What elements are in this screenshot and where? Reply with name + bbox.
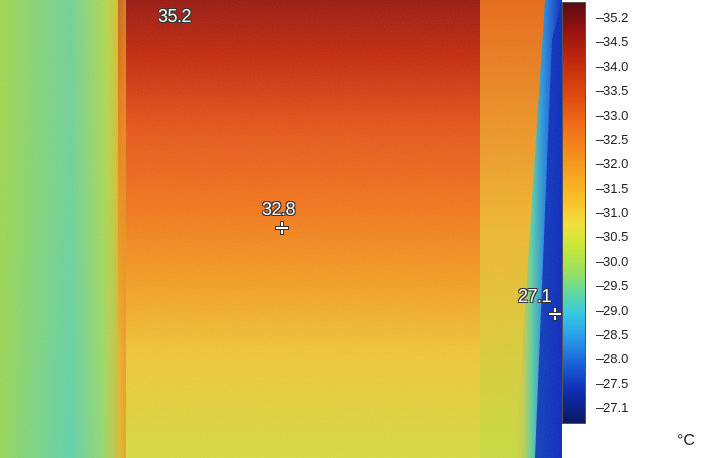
- hot-spot-label: 35.2: [158, 6, 192, 26]
- scale-tick-label: 34.0: [603, 59, 629, 74]
- scale-tick-mark: [596, 262, 604, 263]
- scale-tick-label: 27.1: [603, 400, 629, 415]
- scale-tick-mark: [596, 42, 604, 43]
- scale-tick-label: 33.5: [603, 83, 629, 98]
- cold-spot-label: 27.1: [518, 286, 552, 306]
- scale-tick-label: 28.0: [603, 351, 629, 366]
- scale-tick-mark: [596, 311, 604, 312]
- temperature-unit: °C: [677, 432, 695, 449]
- scale-tick-label: 30.5: [603, 229, 629, 244]
- scale-tick-label: 29.0: [603, 303, 629, 318]
- scale-tick-mark: [596, 140, 604, 141]
- scale-tick-mark: [596, 18, 604, 19]
- scale-tick-mark: [596, 67, 604, 68]
- scale-tick-mark: [596, 91, 604, 92]
- scale-tick-label: 33.0: [603, 108, 629, 123]
- scale-tick-label: 28.5: [603, 327, 629, 342]
- scale-tick-label: 34.5: [603, 34, 629, 49]
- temperature-color-scale: [562, 2, 586, 424]
- scale-tick-mark: [596, 335, 604, 336]
- scale-tick-label: 30.0: [603, 254, 629, 269]
- scale-tick-mark: [596, 116, 604, 117]
- scale-tick-label: 27.5: [603, 376, 629, 391]
- scale-tick-label: 32.0: [603, 156, 629, 171]
- scale-tick-mark: [596, 408, 604, 409]
- scale-tick-label: 31.0: [603, 205, 629, 220]
- scale-tick-mark: [596, 384, 604, 385]
- scale-tick-mark: [596, 286, 604, 287]
- center-crosshair-icon: [276, 222, 288, 234]
- center-point-label: 32.8: [262, 199, 296, 219]
- scale-tick-mark: [596, 164, 604, 165]
- thermal-image: 35.2 32.8 27.1: [0, 0, 562, 458]
- scale-tick-mark: [596, 213, 604, 214]
- scale-tick-label: 35.2: [603, 10, 629, 25]
- scale-tick-mark: [596, 237, 604, 238]
- scale-tick-label: 29.5: [603, 278, 629, 293]
- thermal-heatmap: [0, 0, 562, 458]
- scale-tick-label: 31.5: [603, 181, 629, 196]
- scale-tick-mark: [596, 359, 604, 360]
- scale-tick-label: 32.5: [603, 132, 629, 147]
- scale-tick-mark: [596, 189, 604, 190]
- cold-crosshair-icon: [549, 308, 561, 320]
